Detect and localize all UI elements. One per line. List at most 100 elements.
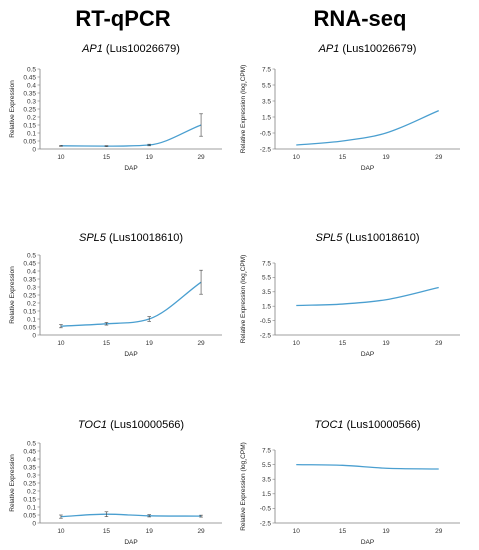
gene-name: AP1 xyxy=(318,43,340,55)
y-tick-label: 0.45 xyxy=(23,448,36,455)
y-tick-label: 5.5 xyxy=(262,82,271,89)
rnaseq-column-title: RNA-seq xyxy=(314,6,407,31)
y-tick-label: 0.1 xyxy=(27,504,36,511)
y-tick-label: 7.5 xyxy=(262,260,271,267)
series-line xyxy=(296,286,439,307)
x-tick-label: 15 xyxy=(103,154,111,161)
y-tick-label: 0.45 xyxy=(23,74,36,81)
x-axis-label: DAP xyxy=(361,539,374,546)
y-tick-label: 0.35 xyxy=(23,464,36,471)
y-tick-label: 3.5 xyxy=(262,289,271,296)
y-tick-label: 0.4 xyxy=(27,82,36,89)
gene-id: (Lus10000566) xyxy=(344,419,421,431)
y-tick-label: 0.15 xyxy=(23,122,36,129)
x-tick-label: 19 xyxy=(382,340,390,347)
chart-title: SPL5 (Lus10018610) xyxy=(316,232,420,244)
chart-title: TOC1 (Lus10000566) xyxy=(78,419,184,431)
y-tick-label: 0.2 xyxy=(27,300,36,307)
y-tick-label: 1.5 xyxy=(262,304,271,311)
y-tick-label: 0.25 xyxy=(23,292,36,299)
chart-toc1-rnaseq: TOC1 (Lus10000566) -2.5 -0.5 1.5 3.5 5.5 7.5 10… xyxy=(240,419,460,546)
x-axis-label: DAP xyxy=(124,351,137,358)
x-tick-label: 29 xyxy=(197,154,205,161)
y-tick-label: 5.5 xyxy=(262,462,271,469)
x-tick-label: 19 xyxy=(146,154,154,161)
y-tick-label: -2.5 xyxy=(260,520,272,527)
y-tick-label: 0.1 xyxy=(27,130,36,137)
gene-id: (Lus10026679) xyxy=(339,43,416,55)
y-tick-label: 0.3 xyxy=(27,472,36,479)
gene-id: (Lus10026679) xyxy=(103,43,180,55)
y-tick-label: 0.1 xyxy=(27,316,36,323)
y-tick-label: -0.5 xyxy=(260,130,272,137)
y-tick-label: -2.5 xyxy=(260,146,272,153)
gene-name: AP1 xyxy=(81,43,103,55)
y-axis-label: Relative Expression (log₂CPM) xyxy=(240,65,249,154)
x-tick-label: 29 xyxy=(197,340,205,347)
y-tick-label: 0.45 xyxy=(23,260,36,267)
y-tick-label: 7.5 xyxy=(262,66,271,73)
y-tick-label: 7.5 xyxy=(262,447,271,454)
y-tick-label: 0.4 xyxy=(27,268,36,275)
x-tick-label: 10 xyxy=(57,528,65,535)
x-tick-label: 10 xyxy=(293,340,301,347)
y-tick-label: 0.4 xyxy=(27,456,36,463)
x-tick-label: 29 xyxy=(197,528,205,535)
y-tick-label: 0.15 xyxy=(23,496,36,503)
y-tick-label: -0.5 xyxy=(260,318,272,325)
chart-ap1-rnaseq: AP1 (Lus10026679) -2.5 -0.5 1.5 3.5 5.5 7.5 10 1… xyxy=(240,43,460,172)
x-tick-label: 15 xyxy=(339,340,347,347)
gene-name: TOC1 xyxy=(78,419,107,431)
x-tick-label: 29 xyxy=(435,154,443,161)
y-tick-label: 0.35 xyxy=(23,90,36,97)
y-tick-label: 0.05 xyxy=(23,512,36,519)
series-line xyxy=(60,513,202,518)
x-tick-label: 19 xyxy=(382,528,390,535)
x-tick-label: 10 xyxy=(57,340,65,347)
x-axis-label: DAP xyxy=(361,351,374,358)
gene-id: (Lus10000566) xyxy=(107,419,184,431)
chart-title: TOC1 (Lus10000566) xyxy=(314,419,420,431)
y-axis-label: Relative Expression xyxy=(9,80,16,138)
chart-spl5-rnaseq: SPL5 (Lus10018610) -2.5 -0.5 1.5 3.5 5.5 7.5 10… xyxy=(240,232,460,358)
x-axis-label: DAP xyxy=(124,539,137,546)
y-axis-label: Relative Expression (log₂CPM) xyxy=(240,255,249,344)
chart-spl5-rtqpcr: SPL5 (Lus10018610)00.050.10.150.20.250.3… xyxy=(9,232,222,358)
y-tick-label: 0 xyxy=(32,332,36,339)
y-tick-label: 0.3 xyxy=(27,98,36,105)
y-tick-label: 0.5 xyxy=(27,440,36,447)
y-tick-label: 0 xyxy=(32,520,36,527)
y-tick-label: 0.25 xyxy=(23,106,36,113)
x-tick-label: 10 xyxy=(293,528,301,535)
y-tick-label: 3.5 xyxy=(262,98,271,105)
y-axis-label: Relative Expression (log₂CPM) xyxy=(240,442,249,531)
gene-name: SPL5 xyxy=(316,232,344,244)
x-tick-label: 19 xyxy=(382,154,390,161)
x-tick-label: 15 xyxy=(103,528,111,535)
x-axis-label: DAP xyxy=(361,165,374,172)
y-tick-label: 0.05 xyxy=(23,138,36,145)
x-tick-label: 19 xyxy=(146,340,154,347)
x-tick-label: 15 xyxy=(339,528,347,535)
y-tick-label: 0 xyxy=(32,146,36,153)
gene-name: TOC1 xyxy=(314,419,343,431)
series-line xyxy=(296,110,439,146)
chart-toc1-rtqpcr: TOC1 (Lus10000566)00.050.10.150.20.250.3… xyxy=(9,419,222,546)
chart-title: AP1 (Lus10026679) xyxy=(81,43,180,55)
y-axis-label: Relative Expression xyxy=(9,454,16,512)
y-tick-label: -2.5 xyxy=(260,332,272,339)
chart-ap1-rtqpcr: AP1 (Lus10026679)00.050.10.150.20.250.30… xyxy=(9,43,222,172)
y-tick-label: -0.5 xyxy=(260,506,272,513)
x-tick-label: 19 xyxy=(146,528,154,535)
y-tick-label: 0.5 xyxy=(27,252,36,259)
chart-title: AP1 (Lus10026679) xyxy=(318,43,417,55)
y-tick-label: 5.5 xyxy=(262,275,271,282)
y-tick-label: 0.35 xyxy=(23,276,36,283)
x-axis-label: DAP xyxy=(124,165,137,172)
y-tick-label: 0.3 xyxy=(27,284,36,291)
gene-name: SPL5 xyxy=(79,232,107,244)
y-axis-label: Relative Expression xyxy=(9,266,16,324)
x-tick-label: 15 xyxy=(103,340,111,347)
y-tick-label: 3.5 xyxy=(262,477,271,484)
